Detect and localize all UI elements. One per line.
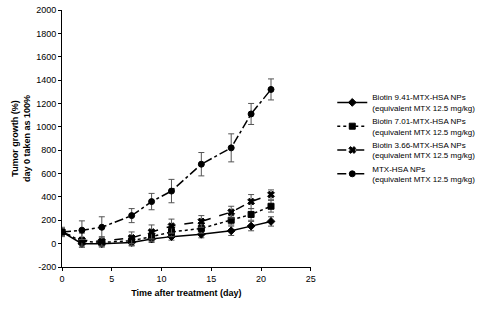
svg-text:Biotin 9.41-MTX-HSA NPs(equiva: Biotin 9.41-MTX-HSA NPs(equivalent MTX 1… (372, 93, 475, 112)
svg-text:MTX-HSA NPs(equivalent MTX 12.: MTX-HSA NPs(equivalent MTX 12.5 mg/kg) (372, 165, 475, 184)
svg-text:2000: 2000 (36, 5, 56, 15)
svg-text:1000: 1000 (36, 122, 56, 132)
svg-text:-200: -200 (38, 262, 56, 272)
svg-text:1400: 1400 (36, 75, 56, 85)
svg-text:Time after treatment (day): Time after treatment (day) (131, 288, 241, 298)
svg-text:600: 600 (41, 169, 56, 179)
svg-text:5: 5 (109, 274, 114, 284)
svg-text:20: 20 (256, 274, 266, 284)
svg-text:0: 0 (51, 239, 56, 249)
svg-text:10: 10 (157, 274, 167, 284)
svg-text:Tumor growth (%)day 0 taken as: Tumor growth (%)day 0 taken as 100% (10, 95, 32, 182)
svg-text:25: 25 (306, 274, 316, 284)
svg-text:1200: 1200 (36, 99, 56, 109)
svg-text:200: 200 (41, 215, 56, 225)
svg-text:Biotin 7.01-MTX-HSA NPs(equiva: Biotin 7.01-MTX-HSA NPs(equivalent MTX 1… (372, 117, 475, 136)
svg-text:400: 400 (41, 192, 56, 202)
svg-text:1600: 1600 (36, 52, 56, 62)
svg-text:15: 15 (206, 274, 216, 284)
svg-text:800: 800 (41, 145, 56, 155)
svg-text:Biotin 3.66-MTX-HSA NPs(equiva: Biotin 3.66-MTX-HSA NPs(equivalent MTX 1… (372, 141, 475, 160)
svg-text:0: 0 (59, 274, 64, 284)
svg-text:1800: 1800 (36, 29, 56, 39)
